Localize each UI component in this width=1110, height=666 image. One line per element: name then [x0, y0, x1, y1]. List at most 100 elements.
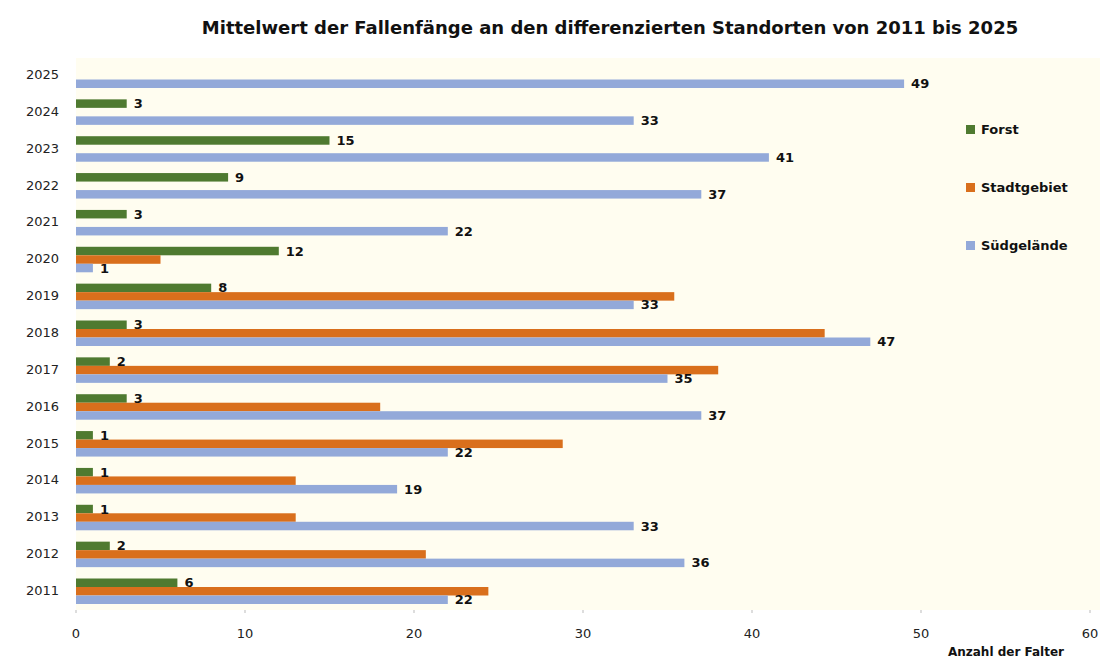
- legend-label: Südgelände: [981, 238, 1068, 253]
- tick-mark: [1090, 610, 1091, 613]
- data-labels: 6211132381239153223633192237354733122374…: [100, 76, 929, 607]
- axis-title: Anzahl der Falter: [948, 645, 1064, 659]
- data-label: 49: [911, 76, 929, 91]
- category-label: 2016: [26, 399, 59, 414]
- bar: [76, 321, 127, 330]
- data-label: 33: [641, 519, 659, 534]
- bar: [76, 448, 448, 457]
- data-label: 1: [100, 428, 109, 443]
- category-label: 2014: [26, 472, 59, 487]
- category-label: 2020: [26, 251, 59, 266]
- tick-label: 20: [406, 626, 423, 641]
- bar: [76, 505, 93, 514]
- legend-label: Stadtgebiet: [981, 180, 1068, 195]
- category-label: 2025: [26, 67, 59, 82]
- bar: [76, 173, 228, 182]
- bar: [76, 587, 488, 596]
- data-label: 36: [691, 555, 709, 570]
- tick-mark: [921, 610, 922, 613]
- tick-mark: [752, 610, 753, 613]
- bar: [76, 440, 563, 449]
- bar: [76, 301, 634, 310]
- bars: [76, 80, 904, 605]
- category-label: 2012: [26, 546, 59, 561]
- data-label: 1: [100, 465, 109, 480]
- data-label: 1: [100, 502, 109, 517]
- tick-mark: [245, 610, 246, 613]
- data-label: 3: [134, 207, 143, 222]
- category-label: 2019: [26, 288, 59, 303]
- bar: [76, 542, 110, 551]
- bar: [76, 292, 674, 301]
- category-label: 2021: [26, 214, 59, 229]
- data-label: 22: [455, 445, 473, 460]
- bar: [76, 210, 127, 219]
- bar: [76, 329, 825, 338]
- bar: [76, 338, 870, 347]
- data-label: 9: [235, 170, 244, 185]
- bar: [76, 468, 93, 477]
- legend-swatch: [966, 125, 975, 134]
- bar: [76, 357, 110, 366]
- data-label: 19: [404, 482, 422, 497]
- data-label: 41: [776, 150, 794, 165]
- data-label: 2: [117, 538, 126, 553]
- bar: [76, 485, 397, 494]
- tick-label: 60: [1082, 626, 1099, 641]
- tick-mark: [76, 610, 77, 613]
- tick-label: 40: [744, 626, 761, 641]
- data-label: 33: [641, 297, 659, 312]
- bar: [76, 431, 93, 440]
- category-label: 2015: [26, 436, 59, 451]
- bar: [76, 374, 668, 383]
- data-label: 2: [117, 354, 126, 369]
- legend-swatch: [966, 183, 975, 192]
- bar: [76, 559, 684, 568]
- data-label: 47: [877, 334, 895, 349]
- bar: [76, 596, 448, 605]
- bar: [76, 264, 93, 273]
- category-label: 2022: [26, 178, 59, 193]
- category-label: 2018: [26, 325, 59, 340]
- data-label: 37: [708, 408, 726, 423]
- data-label: 15: [337, 133, 355, 148]
- tick-mark: [414, 610, 415, 613]
- bar: [76, 550, 426, 559]
- data-label: 22: [455, 224, 473, 239]
- bar: [76, 579, 177, 588]
- data-label: 1: [100, 261, 109, 276]
- bar: [76, 116, 634, 125]
- bar: [76, 80, 904, 89]
- data-label: 3: [134, 317, 143, 332]
- category-label: 2024: [26, 104, 59, 119]
- tick-label: 0: [72, 626, 80, 641]
- tick-label: 50: [913, 626, 930, 641]
- bar: [76, 366, 718, 375]
- bar: [76, 411, 701, 420]
- tick-mark: [583, 610, 584, 613]
- category-label: 2013: [26, 509, 59, 524]
- bar: [76, 153, 769, 162]
- bar: [76, 247, 279, 256]
- bar: [76, 284, 211, 293]
- data-label: 33: [641, 113, 659, 128]
- data-label: 3: [134, 391, 143, 406]
- category-label: 2017: [26, 362, 59, 377]
- data-label: 3: [134, 96, 143, 111]
- bar: [76, 136, 330, 145]
- bar: [76, 403, 380, 412]
- tick-label: 30: [575, 626, 592, 641]
- category-label: 2011: [26, 583, 59, 598]
- data-label: 12: [286, 244, 304, 259]
- data-label: 6: [184, 575, 193, 590]
- chart: Mittelwert der Fallenfänge an den differ…: [0, 0, 1110, 666]
- bar: [76, 190, 701, 199]
- title: Mittelwert der Fallenfänge an den differ…: [202, 17, 1018, 38]
- data-label: 8: [218, 280, 227, 295]
- legend: ForstStadtgebietSüdgelände: [966, 122, 1068, 253]
- tick-label: 10: [237, 626, 254, 641]
- bar: [76, 227, 448, 236]
- data-label: 35: [675, 371, 693, 386]
- bar: [76, 394, 127, 403]
- legend-swatch: [966, 241, 975, 250]
